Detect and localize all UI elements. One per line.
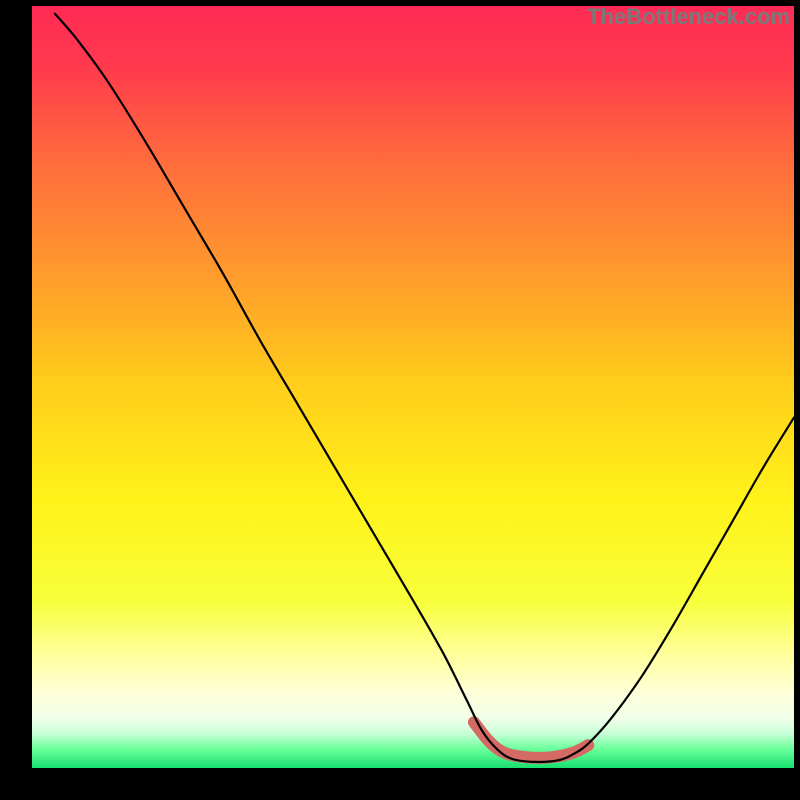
bottleneck-chart	[0, 0, 800, 800]
source-watermark: TheBottleneck.com	[587, 4, 790, 30]
chart-frame: TheBottleneck.com	[0, 0, 800, 800]
plot-background	[32, 6, 794, 768]
